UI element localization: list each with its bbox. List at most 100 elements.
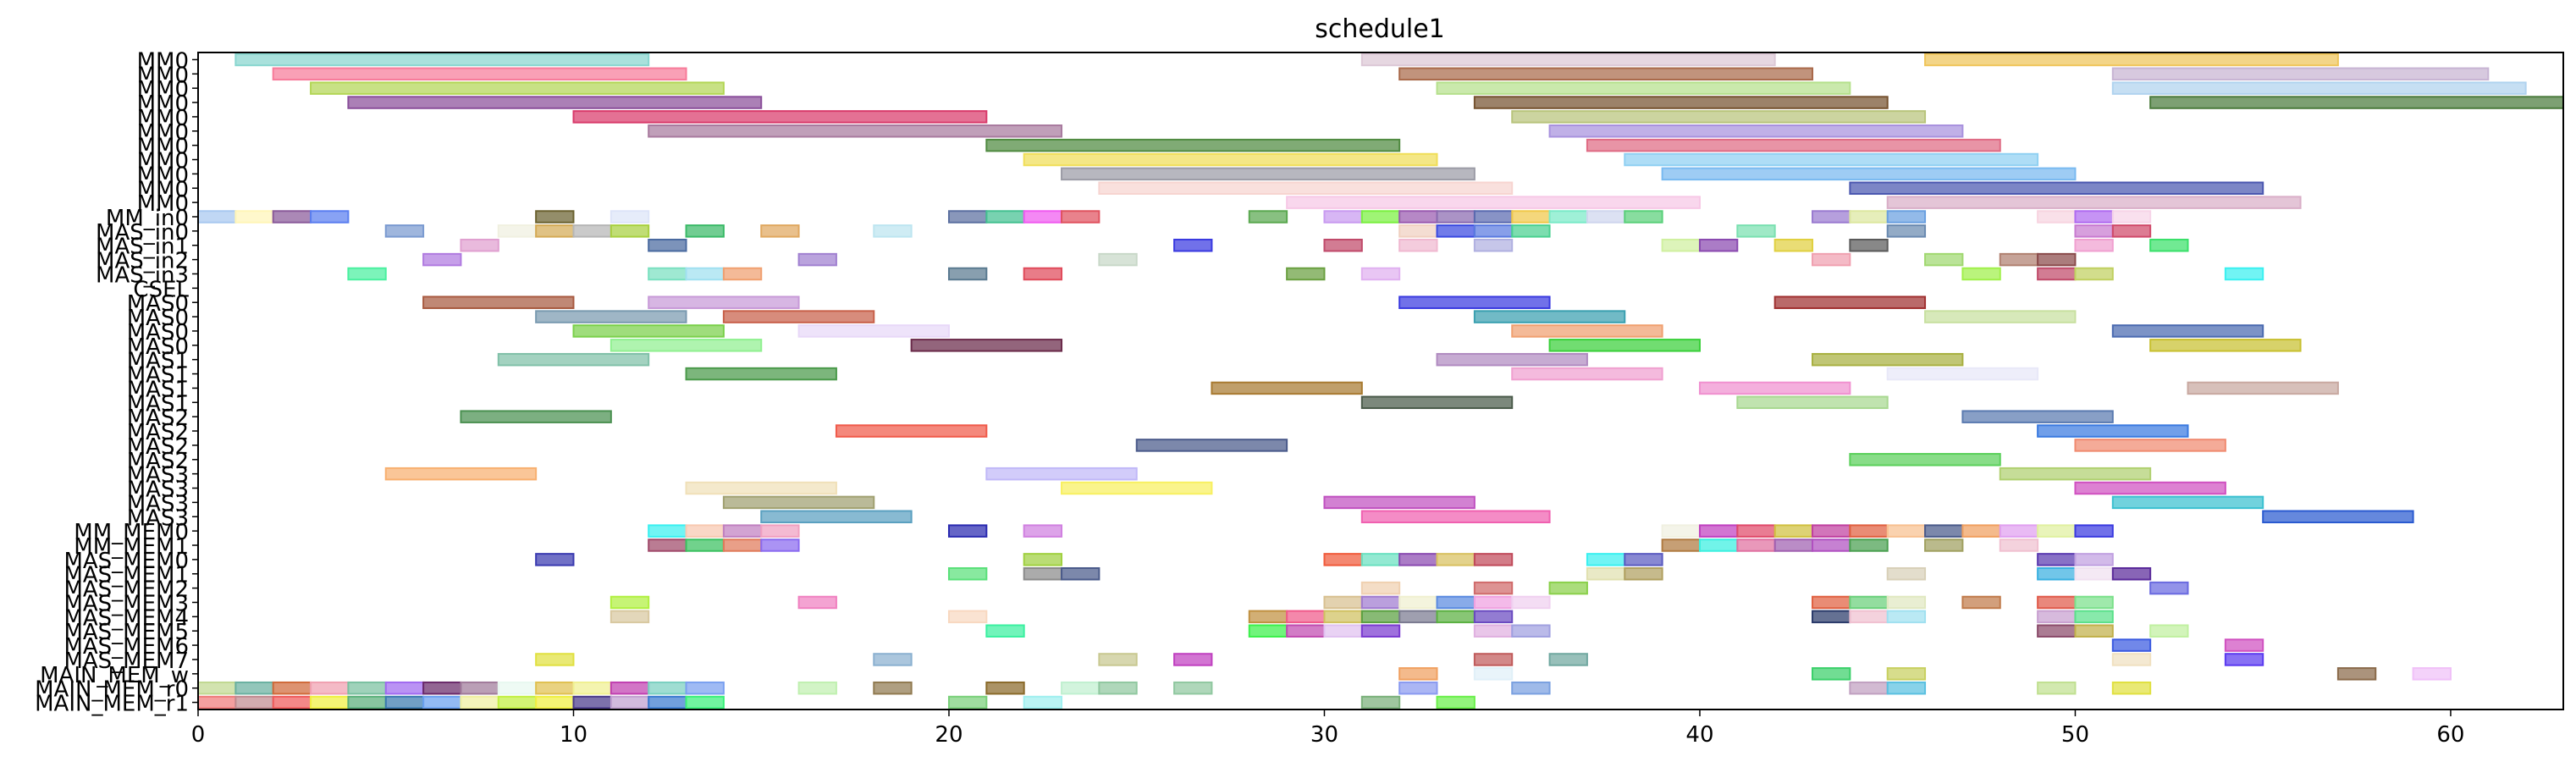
task-bar [648, 681, 687, 695]
y-tick-label: MAS3 [127, 505, 189, 531]
task-bar [1360, 395, 1514, 410]
y-tick-label: MM0 [137, 91, 189, 117]
y-tick-label: MM0 [137, 149, 189, 174]
task-bar [1924, 310, 2077, 323]
task-bar [1360, 267, 1401, 281]
task-bar [1849, 453, 2001, 467]
y-tick-label: MM_in0 [106, 206, 189, 231]
task-bar [2224, 653, 2264, 666]
task-bar [1586, 566, 1626, 581]
task-bar [1098, 252, 1138, 267]
task-bar [685, 524, 725, 538]
task-bar [2037, 210, 2077, 224]
task-bar [2037, 681, 2077, 695]
task-bar [1924, 252, 1964, 267]
task-bar [497, 352, 650, 367]
task-bar [2111, 566, 2152, 581]
task-bar [1773, 538, 1814, 552]
task-bar [873, 224, 913, 238]
task-bar [1586, 553, 1626, 566]
task-bar [572, 681, 612, 695]
task-bar [1436, 81, 1851, 95]
task-bar [722, 538, 763, 552]
task-bar [1323, 210, 1363, 224]
task-bar [1924, 538, 1964, 552]
task-bar [1511, 595, 1551, 610]
task-bar [947, 267, 988, 281]
task-bar [1548, 339, 1701, 352]
task-bar [1473, 224, 1514, 238]
task-bar [384, 681, 425, 695]
task-bar [610, 695, 650, 710]
task-bar [2037, 566, 2077, 581]
task-bar [760, 538, 800, 552]
task-bar [1473, 610, 1514, 624]
task-bar [1173, 681, 1213, 695]
task-bar [572, 324, 725, 338]
task-bar [2037, 624, 2077, 638]
task-bar [1436, 210, 1476, 224]
task-bar [272, 681, 312, 695]
y-tick-label: MM0 [137, 163, 189, 188]
task-bar [1812, 524, 1851, 538]
task-bar [1961, 410, 2114, 423]
task-bar [347, 681, 387, 695]
task-bar [1812, 538, 1851, 552]
task-bar [947, 210, 988, 224]
task-bar [610, 210, 650, 224]
y-tick-label: MAIN_MEM_r1 [35, 692, 189, 717]
task-bar [760, 224, 800, 238]
task-bar [873, 681, 913, 695]
task-bar [1586, 210, 1626, 224]
task-bar [1511, 681, 1551, 695]
x-tick-label: 40 [1685, 722, 1713, 748]
task-bar [1473, 653, 1514, 666]
task-bar [1961, 595, 2001, 610]
task-bar [648, 238, 687, 252]
task-bar [648, 295, 800, 309]
y-tick-label: MAS3 [127, 478, 189, 503]
task-bar [1473, 667, 1514, 681]
task-bar [1961, 524, 2001, 538]
task-bar [310, 695, 350, 710]
y-axis-ticks [192, 58, 198, 704]
y-tick-label: MM0 [137, 106, 189, 131]
bars-layer [197, 52, 2564, 710]
y-tick-label: MAS2 [127, 449, 189, 474]
y-tick-label: MAS_in1 [96, 235, 189, 260]
y-tick-label: MAS0 [127, 320, 189, 345]
task-bar [1286, 624, 1326, 638]
task-bar [2074, 224, 2114, 238]
y-tick-label: MAIN_MEM_r0 [35, 677, 189, 703]
task-bar [610, 339, 763, 352]
task-bar [1624, 152, 2039, 167]
task-bar [1398, 224, 1438, 238]
y-tick-label: MM0 [137, 48, 189, 74]
y-tick-label: MAS_MEM7 [63, 649, 189, 674]
task-bar [1961, 267, 2001, 281]
task-bar [722, 267, 763, 281]
task-bar [1211, 381, 1363, 395]
task-bar [2111, 495, 2264, 510]
x-tick-label: 50 [2061, 722, 2089, 748]
task-bar [648, 524, 687, 538]
task-bar [685, 224, 725, 238]
task-bar [572, 224, 612, 238]
task-bar [272, 67, 687, 81]
task-bar [197, 681, 237, 695]
task-bar [1624, 566, 1663, 581]
task-bar [1886, 667, 1927, 681]
x-tick-label: 0 [191, 722, 206, 748]
task-bar [1736, 224, 1776, 238]
task-bar [1135, 439, 1288, 452]
task-bar [910, 339, 1063, 352]
task-bar [1698, 381, 1851, 395]
task-bar [685, 367, 837, 381]
task-bar [1023, 210, 1063, 224]
task-bar [310, 81, 725, 95]
task-bar [535, 224, 575, 238]
task-bar [685, 267, 725, 281]
y-tick-label: MAS_MEM0 [63, 549, 189, 574]
y-tick-label: MAS1 [127, 349, 189, 374]
task-bar [1323, 495, 1476, 510]
